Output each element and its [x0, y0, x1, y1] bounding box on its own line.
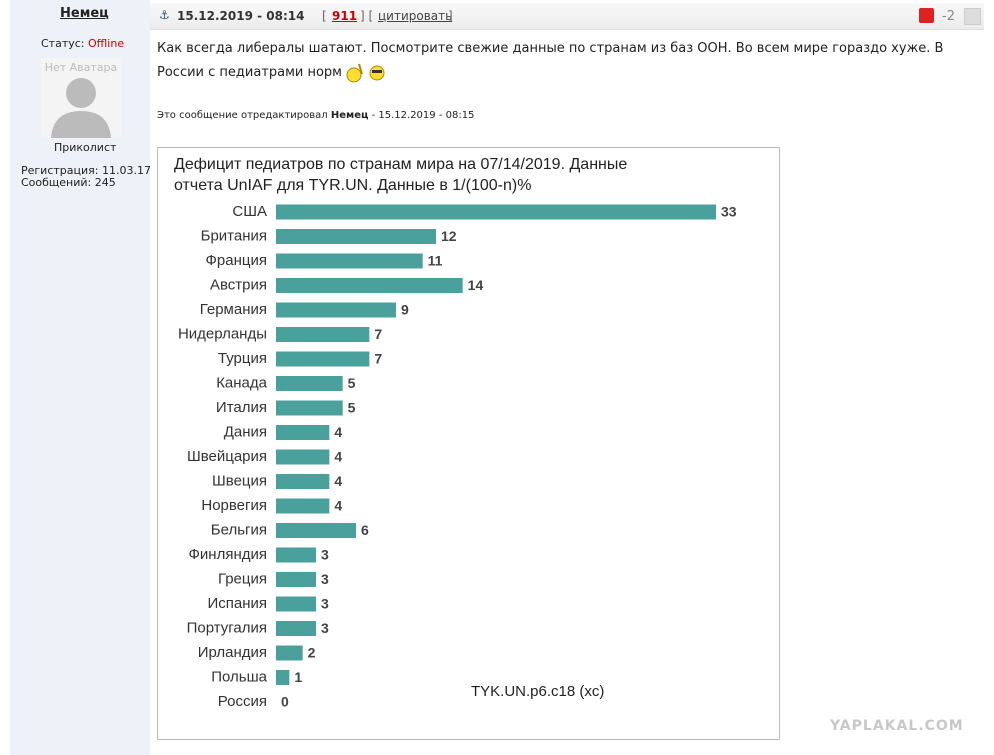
- avatar: Нет Аватара: [41, 58, 121, 138]
- bar: [276, 645, 303, 661]
- value-label: 3: [321, 620, 329, 636]
- category-label: Дания: [224, 423, 267, 440]
- rank: Приколист: [54, 141, 117, 154]
- smileys: [346, 63, 385, 82]
- bar: [276, 376, 343, 391]
- bracket: [: [322, 9, 327, 23]
- user-stats: Регистрация: 11.03.17 Сообщений: 245: [21, 165, 151, 189]
- category-label: Германия: [200, 301, 267, 318]
- category-label: Турция: [218, 350, 267, 367]
- category-label: Португалия: [187, 619, 267, 636]
- category-label: Швеция: [212, 472, 267, 489]
- bar: [276, 523, 356, 538]
- avatar-silhouette: [51, 78, 111, 138]
- vote-up[interactable]: [964, 8, 981, 25]
- bar: [276, 278, 463, 293]
- value-label: 3: [321, 596, 329, 612]
- bar: [276, 253, 423, 269]
- watermark: YAPLAKAL.COM: [830, 718, 964, 734]
- bar: [276, 229, 436, 244]
- bar: [276, 621, 316, 636]
- bar: [276, 547, 316, 563]
- bracket: ]: [448, 9, 453, 23]
- author-link[interactable]: Немец: [60, 6, 109, 21]
- value-label: 4: [334, 424, 342, 440]
- bar: [276, 425, 330, 440]
- bar: [276, 351, 370, 367]
- status-label: Статус:: [41, 37, 85, 50]
- bar: [276, 596, 316, 612]
- edit-author: Немец: [330, 110, 369, 121]
- message: Как всегда либералы шатают. Посмотрите с…: [157, 41, 944, 80]
- category-label: Норвегия: [201, 497, 267, 514]
- value-label: 2: [308, 645, 316, 661]
- edit-note: Это сообщение отредактировал Немец - 15.…: [157, 110, 474, 121]
- avatar-text: Нет Аватара: [44, 61, 118, 74]
- chart-image: Дефицит педиатров по странам мира на 07/…: [157, 147, 780, 740]
- value-label: 33: [721, 204, 737, 220]
- value-label: 0: [281, 694, 289, 710]
- value-label: 12: [441, 228, 457, 244]
- posts-label: Сообщений:: [21, 176, 92, 189]
- value-label: 5: [348, 400, 356, 416]
- value-label: 4: [334, 449, 342, 465]
- status-value: Offline: [88, 37, 125, 50]
- category-label: Греция: [218, 570, 267, 587]
- quote-link[interactable]: цитировать: [378, 9, 453, 23]
- category-label: Италия: [216, 399, 267, 416]
- status: Статус: Offline: [41, 37, 124, 50]
- value-label: 9: [401, 302, 409, 318]
- bar: [276, 327, 370, 342]
- value-label: 14: [468, 277, 484, 293]
- value-label: 7: [374, 326, 382, 342]
- category-label: Бельгия: [211, 521, 267, 538]
- post-header: [150, 3, 984, 30]
- category-label: Россия: [218, 693, 267, 710]
- category-label: Канада: [216, 374, 267, 391]
- value-label: 11: [428, 253, 443, 269]
- category-label: Австрия: [210, 276, 267, 293]
- value-label: 5: [348, 375, 356, 391]
- category-label: Финляндия: [189, 546, 267, 563]
- edit-prefix: Это сообщение отредактировал: [157, 110, 328, 121]
- bar: [276, 449, 330, 465]
- category-label: Британия: [201, 227, 267, 244]
- category-label: США: [232, 203, 267, 220]
- bar: [276, 474, 330, 489]
- reg-label: Регистрация:: [21, 164, 99, 177]
- category-label: Швейцария: [187, 448, 267, 465]
- bracket: ] [: [360, 9, 374, 23]
- chart-title: Дефицит педиатров по странам мира на 07/…: [174, 156, 628, 194]
- category-label: Франция: [206, 252, 267, 269]
- value-label: 7: [374, 351, 382, 367]
- category-label: Нидерланды: [178, 325, 267, 342]
- bar: [276, 302, 396, 318]
- category-label: Польша: [211, 668, 267, 685]
- value-label: 3: [321, 571, 329, 587]
- value-label: 4: [334, 473, 342, 489]
- category-label: Испания: [207, 595, 267, 612]
- post-number[interactable]: 911: [332, 9, 358, 23]
- category-label: Ирландия: [198, 644, 267, 661]
- reg-date: 11.03.17: [101, 164, 151, 177]
- bar: [276, 572, 316, 587]
- bar: [276, 204, 716, 220]
- value-label: 3: [321, 547, 329, 563]
- posts-count: 245: [94, 176, 116, 189]
- bar: [276, 498, 330, 514]
- bar: [276, 670, 290, 685]
- vote-down[interactable]: [919, 8, 934, 23]
- value-label: 1: [294, 669, 302, 685]
- value-label: 4: [334, 498, 342, 514]
- bar: [276, 400, 343, 416]
- post-date: 15.12.2019 - 08:14: [177, 9, 305, 23]
- post-text: Как всегда либералы шатают. Посмотрите с…: [157, 37, 987, 85]
- rating: -2: [942, 9, 955, 24]
- edit-date: - 15.12.2019 - 08:15: [371, 110, 475, 121]
- value-label: 6: [361, 522, 369, 538]
- anchor-icon[interactable]: ⚓: [159, 8, 170, 22]
- source-note: TYK.UN.p6.c18 (xc): [471, 683, 604, 700]
